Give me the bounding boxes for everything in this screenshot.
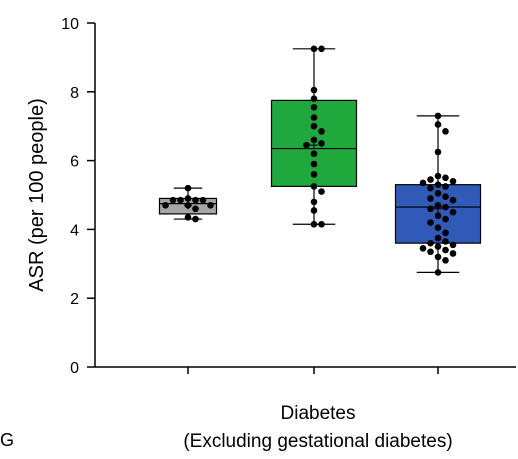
- x-ticks: [187, 367, 439, 374]
- data-point: [449, 177, 457, 185]
- y-axis-title: ASR (per 100 people): [26, 98, 48, 291]
- data-point: [310, 160, 318, 168]
- data-point: [434, 243, 442, 250]
- data-point: [419, 245, 427, 252]
- panel-label: G: [0, 430, 14, 450]
- data-point: [310, 171, 318, 178]
- data-point: [442, 257, 449, 264]
- data-point: [427, 184, 434, 192]
- data-point: [434, 269, 442, 276]
- data-point: [199, 196, 207, 204]
- data-point: [449, 196, 457, 204]
- data-point: [449, 208, 457, 216]
- axes: [94, 23, 516, 368]
- data-point: [442, 193, 449, 201]
- data-point: [442, 238, 449, 245]
- data-point: [427, 176, 434, 183]
- data-point: [434, 172, 442, 180]
- y-tick-label: 4: [70, 222, 79, 239]
- data-point: [419, 179, 427, 187]
- data-point: [449, 241, 457, 249]
- data-point: [442, 128, 449, 135]
- data-point: [434, 202, 442, 209]
- data-point: [427, 248, 434, 256]
- data-point: [434, 234, 442, 242]
- data-point: [318, 220, 325, 228]
- data-point: [310, 45, 318, 53]
- data-point: [192, 215, 199, 223]
- data-point: [169, 196, 177, 204]
- data-point: [434, 224, 442, 231]
- data-point: [310, 220, 318, 228]
- data-point: [434, 148, 442, 156]
- data-point: [310, 122, 318, 130]
- y-tick-label: 10: [61, 16, 79, 33]
- data-point: [442, 246, 449, 254]
- data-point: [434, 181, 442, 188]
- data-point: [434, 121, 442, 128]
- data-point: [310, 198, 318, 206]
- data-point: [207, 202, 214, 209]
- data-point: [318, 128, 325, 135]
- data-point: [442, 203, 449, 211]
- data-point: [442, 229, 449, 237]
- data-point: [434, 212, 442, 219]
- y-tick-label: 2: [70, 291, 79, 308]
- data-point: [162, 202, 169, 209]
- data-point: [442, 215, 449, 223]
- data-point: [310, 86, 318, 94]
- y-ticks: 0 2 4 6 8 10: [61, 16, 95, 377]
- data-point: [192, 205, 199, 213]
- data-point: [310, 183, 318, 190]
- data-point: [310, 95, 318, 102]
- y-tick-label: 0: [70, 360, 79, 377]
- data-point: [449, 250, 457, 257]
- data-point: [434, 112, 442, 120]
- data-point: [177, 196, 184, 204]
- data-point: [318, 45, 325, 53]
- data-point: [184, 214, 192, 221]
- data-point: [192, 196, 199, 204]
- data-point: [310, 114, 318, 121]
- data-point: [303, 141, 310, 149]
- data-point: [427, 219, 434, 226]
- data-point: [434, 253, 442, 261]
- data-point: [427, 239, 434, 247]
- boxes: [158, 45, 482, 276]
- data-point: [310, 207, 318, 214]
- y-tick-label: 6: [70, 154, 79, 171]
- x-axis-title-line-1: Diabetes: [281, 403, 356, 424]
- data-point: [442, 174, 449, 182]
- data-point: [184, 195, 192, 202]
- data-point: [310, 136, 318, 144]
- y-tick-label: 8: [70, 85, 79, 102]
- data-point: [310, 150, 318, 158]
- data-point: [442, 183, 449, 190]
- box-group: [394, 112, 482, 276]
- box-group: [270, 45, 358, 228]
- data-point: [310, 103, 318, 111]
- data-point: [427, 195, 434, 202]
- data-point: [318, 188, 325, 195]
- x-axis-title-line-2: (Excluding gestational diabetes): [183, 431, 452, 452]
- data-point: [427, 205, 434, 213]
- data-point: [434, 189, 442, 197]
- data-point: [184, 184, 192, 192]
- box-group: [158, 184, 218, 223]
- data-point: [318, 140, 325, 147]
- data-point: [184, 202, 192, 209]
